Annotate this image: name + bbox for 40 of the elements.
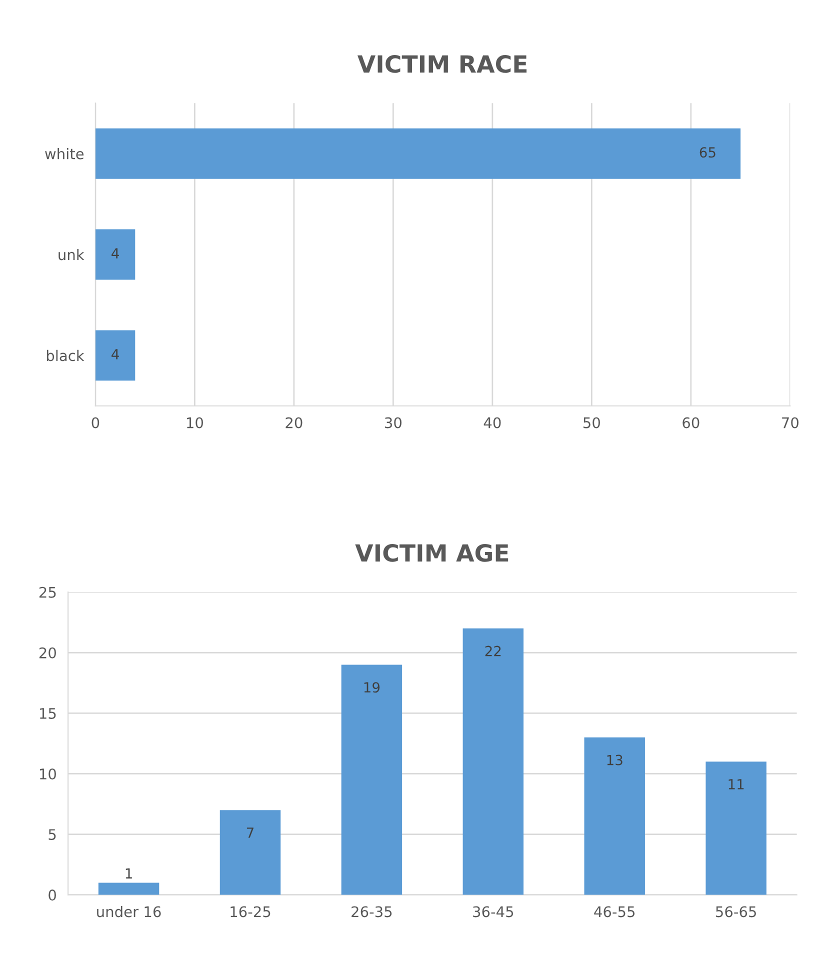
x-tick-label: 46-55 xyxy=(594,906,635,918)
data-label: 4 xyxy=(112,248,119,258)
data-label: 4 xyxy=(112,349,119,360)
x-tick-label: under 16 xyxy=(97,906,161,918)
data-label: 7 xyxy=(246,828,254,838)
x-tick-label: 36-45 xyxy=(473,906,514,918)
data-label: 11 xyxy=(728,779,744,790)
data-label: 22 xyxy=(485,646,501,656)
x-tick-label: 60 xyxy=(682,417,700,428)
bar xyxy=(98,882,160,895)
x-tick-label: 26-35 xyxy=(352,906,392,918)
x-tick-label: 10 xyxy=(187,417,204,428)
x-tick-label: 50 xyxy=(584,417,600,428)
bar xyxy=(220,810,281,895)
chart-title: VICTIM AGE xyxy=(355,544,508,562)
bar xyxy=(584,737,645,895)
y-tick-label: 15 xyxy=(40,708,56,719)
y-tick-label: 5 xyxy=(48,829,56,840)
x-tick-label: 0 xyxy=(92,417,100,428)
data-label: 1 xyxy=(126,868,132,878)
y-tick-label: 10 xyxy=(40,768,56,780)
data-label: 13 xyxy=(607,754,622,766)
y-tick-label: 25 xyxy=(39,586,56,598)
bar xyxy=(462,628,524,895)
x-tick-label: 30 xyxy=(385,417,402,428)
x-tick-label: 20 xyxy=(286,417,302,428)
y-tick-label: white xyxy=(45,148,84,160)
bar xyxy=(706,762,766,895)
x-tick-label: 16-25 xyxy=(230,906,270,918)
y-tick-label: black xyxy=(46,350,84,362)
x-tick-label: 70 xyxy=(782,417,798,428)
x-tick-label: 40 xyxy=(484,417,501,428)
chart-title: VICTIM RACE xyxy=(357,55,527,73)
bar xyxy=(341,664,402,895)
data-label: 65 xyxy=(700,147,716,158)
y-tick-label: 0 xyxy=(48,890,56,901)
data-label: 19 xyxy=(364,682,380,693)
y-tick-label: 20 xyxy=(39,647,56,658)
y-tick-label: unk xyxy=(58,248,84,260)
x-tick-label: 56-65 xyxy=(716,906,756,918)
